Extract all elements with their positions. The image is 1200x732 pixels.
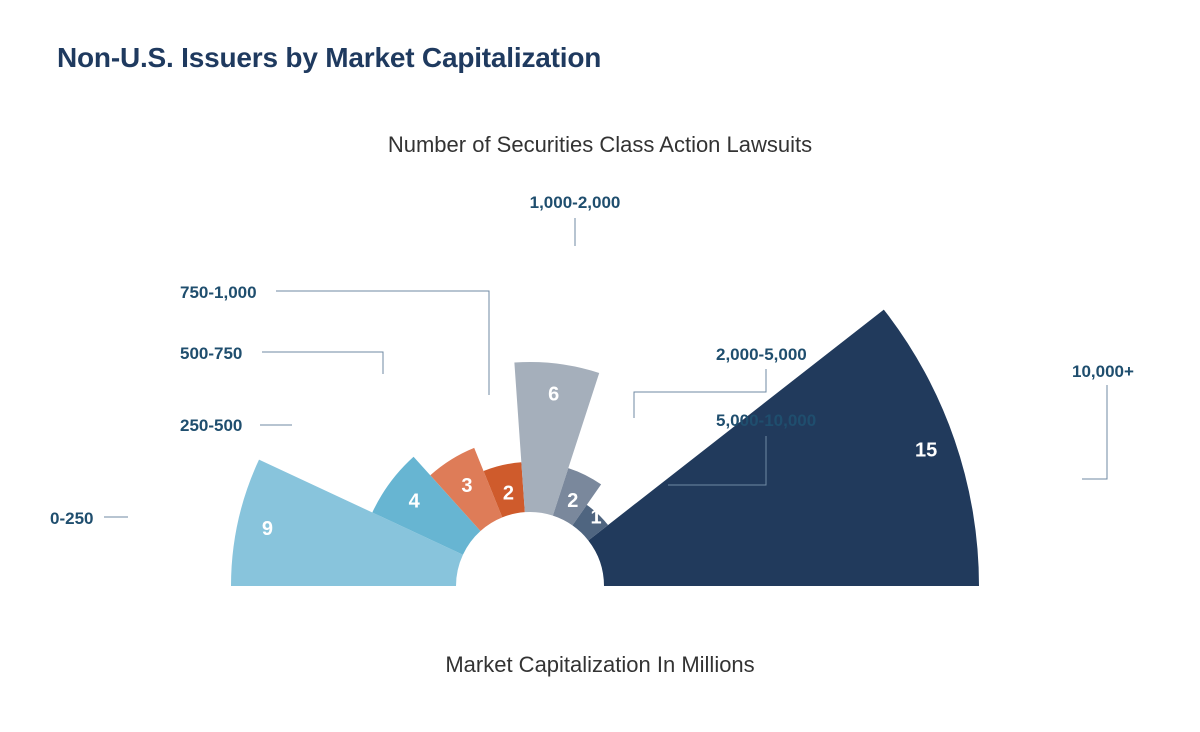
leader-line-10,000+ <box>1082 385 1108 480</box>
sector-2,000-5,000 <box>552 468 602 526</box>
chart-title: Non-U.S. Issuers by Market Capitalizatio… <box>57 42 602 73</box>
sector-1,000-2,000 <box>514 362 600 516</box>
category-label-750-1,000: 750-1,000 <box>180 283 257 302</box>
leader-line-500-750 <box>262 351 384 374</box>
leader-line-750-1,000 <box>276 290 490 395</box>
value-label-5,000-10,000: 1 <box>591 506 602 528</box>
value-label-0-250: 9 <box>262 518 273 540</box>
leader-line-5,000-10,000 <box>668 436 767 486</box>
category-label-5,000-10,000: 5,000-10,000 <box>716 411 816 430</box>
category-label-500-750: 500-750 <box>180 344 242 363</box>
leader-line-2,000-5,000 <box>633 369 767 418</box>
category-label-2,000-5,000: 2,000-5,000 <box>716 345 807 364</box>
category-label-10,000+: 10,000+ <box>1072 362 1134 381</box>
value-label-250-500: 4 <box>409 490 421 512</box>
leader-line-group <box>104 218 1108 518</box>
value-label-1,000-2,000: 6 <box>548 383 559 405</box>
value-label-2,000-5,000: 2 <box>567 490 578 512</box>
sector-group <box>231 309 979 586</box>
x-axis-label: Market Capitalization In Millions <box>445 652 754 677</box>
sector-500-750 <box>430 447 503 532</box>
category-label-group: 0-250 250-500 500-750 750-1,000 1,000-2,000 2… <box>50 193 1134 528</box>
sector-5,000-10,000 <box>572 504 609 541</box>
sector-250-500 <box>372 456 481 555</box>
sector-0-250 <box>231 459 463 586</box>
value-label-750-1,000: 2 <box>503 482 514 504</box>
sector-10,000+ <box>588 309 979 586</box>
value-label-10,000+: 15 <box>915 440 937 462</box>
chart-subtitle: Number of Securities Class Action Lawsui… <box>388 132 812 157</box>
value-label-500-750: 3 <box>461 475 472 497</box>
sector-750-1,000 <box>483 462 525 518</box>
category-label-1,000-2,000: 1,000-2,000 <box>530 193 621 212</box>
category-label-250-500: 250-500 <box>180 416 242 435</box>
category-label-0-250: 0-250 <box>50 509 93 528</box>
